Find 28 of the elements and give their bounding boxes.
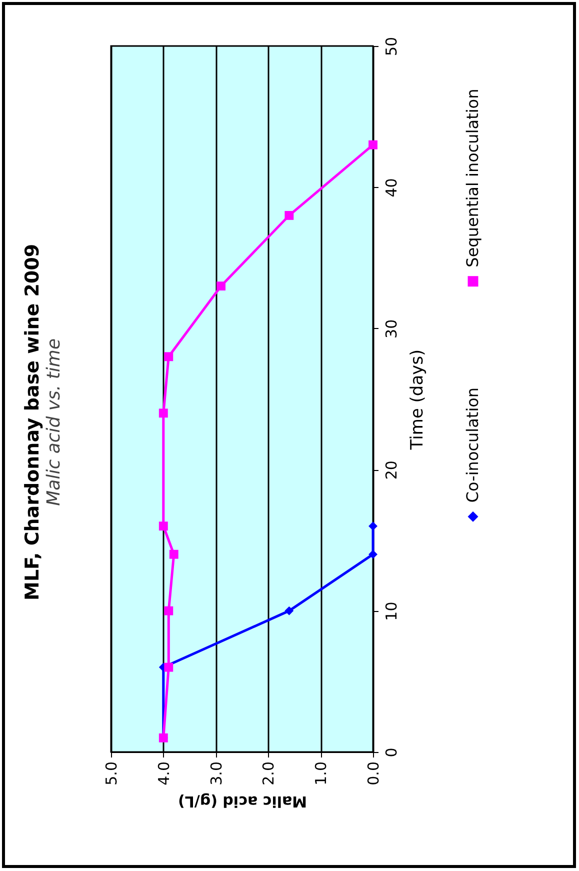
point: [169, 550, 178, 559]
point: [164, 352, 174, 362]
y-axis-title: Time (days): [408, 349, 428, 451]
text: Sequential inoculation: [463, 88, 482, 268]
text: Co-inoculation: [463, 387, 482, 503]
x-tick-label: 0.0: [364, 762, 382, 786]
point: [158, 408, 168, 418]
point: [284, 210, 294, 220]
point: [158, 522, 168, 531]
x-tick-label: 4.0: [154, 762, 173, 786]
y-tick-label: 50: [382, 36, 400, 56]
point: [368, 140, 378, 150]
point: [216, 282, 226, 291]
text: MLF, Chardonnay base wine 2009: [21, 244, 44, 600]
point: [284, 606, 294, 616]
y-tick-label: 30: [382, 319, 400, 338]
x-tick-label: 5.0: [102, 762, 120, 786]
x-tick-label: 3.0: [207, 762, 226, 786]
y-tick-label: 40: [382, 178, 400, 198]
y-tick-label: 20: [382, 460, 400, 480]
y-tick-label: 0: [382, 748, 400, 758]
y-tick-label: 10: [382, 602, 400, 621]
x-tick-label: 2.0: [260, 762, 278, 786]
point: [164, 606, 174, 616]
x-axis-title: Malic acid (g/L): [178, 792, 308, 810]
x-tick-label: 1.0: [312, 762, 330, 786]
point: [164, 662, 174, 672]
text: Malic acid vs. time: [43, 338, 64, 506]
